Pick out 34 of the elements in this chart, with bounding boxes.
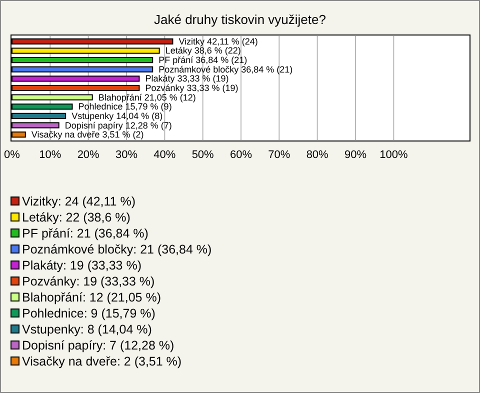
data-label: Vstupenky 14,04 % (8) — [72, 110, 163, 121]
data-label: Plakáty 33,33 % (19) — [145, 74, 229, 84]
text: Plakáty: 19 (33,33 %) — [22, 258, 142, 272]
text: Pozvánky: 19 (33,33 %) — [22, 274, 155, 288]
x-tick-label: 0% — [4, 149, 20, 161]
text: Pohlednice: 9 (15,79 %) — [22, 306, 156, 320]
x-tick-label: 90% — [344, 149, 367, 161]
chart-title: Jaké druhy tiskovin využijete? — [154, 12, 326, 27]
x-tick-label: 10% — [39, 149, 62, 161]
data-label: Dopisní papíry 12,28 % (7) — [64, 120, 172, 130]
text: Vizitky: 24 (42,11 %) — [22, 194, 136, 208]
data-label: Pozvánky 33,33 % (19) — [145, 83, 238, 93]
data-label: Pohlednice 15,79 % (9) — [78, 102, 172, 112]
data-label: Vizitky 42,11 % (24) — [178, 36, 258, 46]
text: Visačky na dveře: 2 (3,51 %) — [22, 354, 182, 368]
text: Poznámkové bločky: 21 (36,84 %) — [22, 242, 212, 256]
text: Dopisní papíry: 7 (12,28 %) — [22, 338, 174, 352]
x-tick-label: 30% — [115, 149, 138, 161]
x-tick-label: 50% — [192, 149, 214, 161]
x-tick-label: 80% — [306, 149, 329, 161]
text: Blahopřání: 12 (21,05 %) — [22, 290, 161, 304]
text: Letáky: 22 (38,6 %) — [22, 210, 130, 224]
x-tick-label: 70% — [268, 149, 290, 161]
data-label: Visačky na dveře 3,51 % (2) — [31, 130, 144, 140]
x-tick-label: 40% — [154, 149, 176, 161]
x-tick-label: 60% — [230, 149, 252, 161]
x-tick-label: 20% — [77, 149, 100, 161]
x-tick-label: 100% — [380, 149, 408, 161]
text: PF přání: 21 (36,84 %) — [22, 226, 148, 240]
text: Vstupenky: 8 (14,04 %) — [22, 322, 152, 336]
data-label: Letáky 38,6 % (22) — [165, 46, 241, 56]
data-label: PF přání 36,84 % (21) — [158, 55, 248, 66]
data-label: Blahopřání 21,05 % (12) — [98, 92, 196, 102]
data-label: Poznámkové bločky 36,84 % (21) — [158, 64, 293, 74]
